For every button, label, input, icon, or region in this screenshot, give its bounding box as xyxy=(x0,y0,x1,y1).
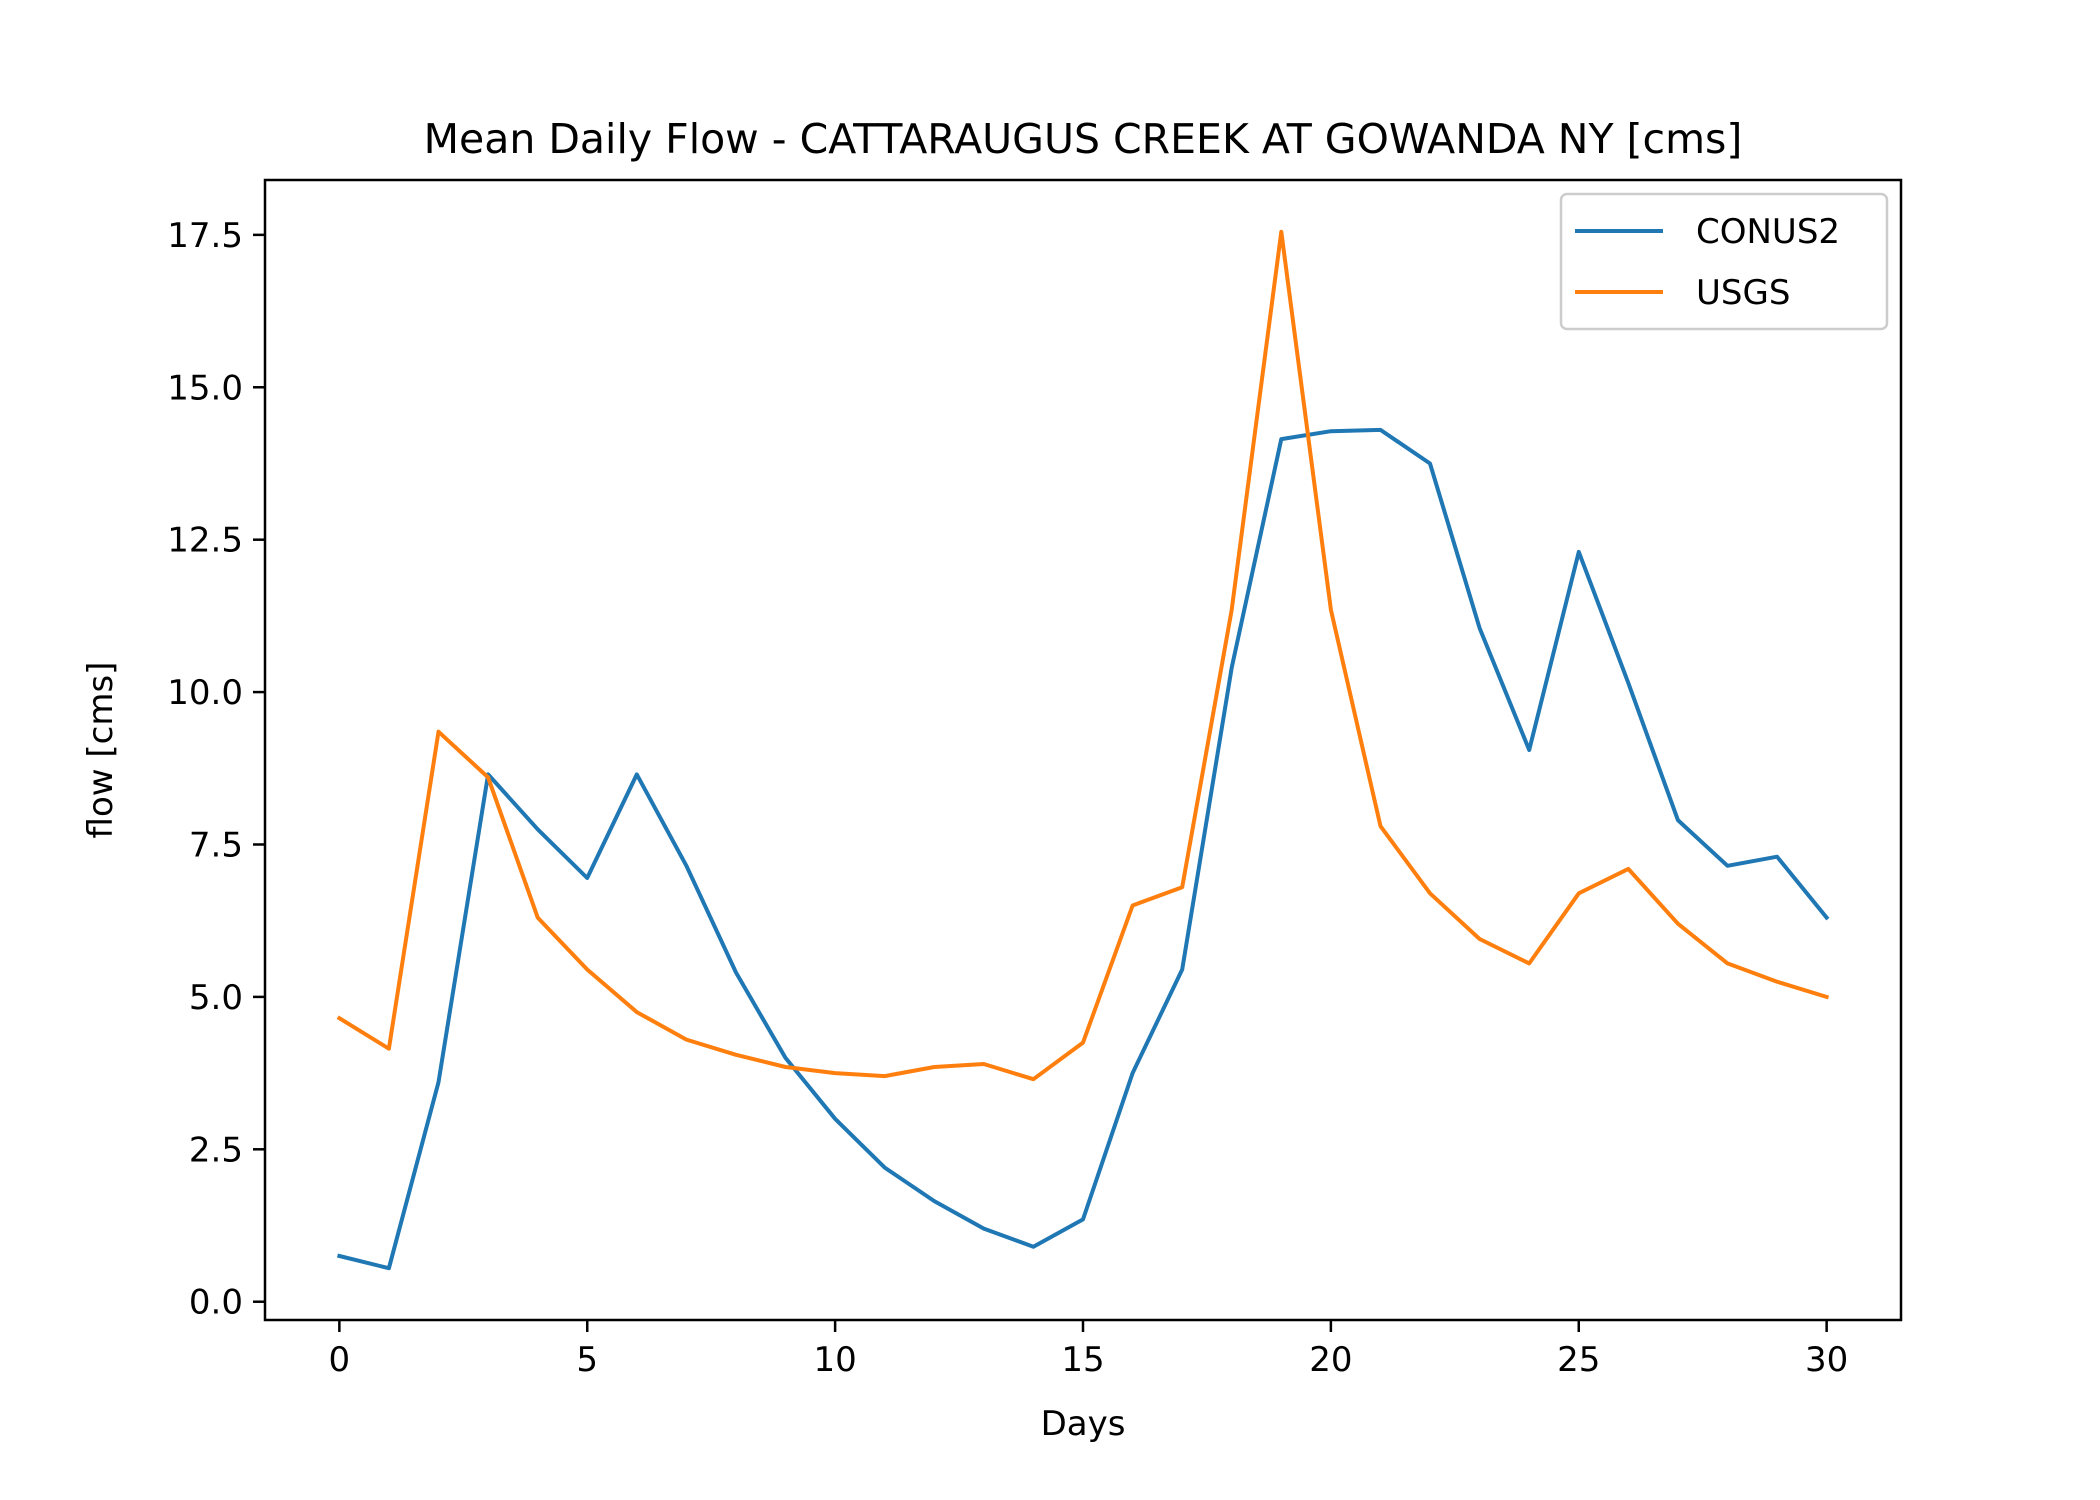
legend-label-usgs: USGS xyxy=(1696,273,1790,313)
y-axis: 0.0 2.5 5.0 7.5 10.0 12.5 15.0 17.5 xyxy=(167,216,265,1323)
y-tick-label: 15.0 xyxy=(167,368,243,408)
x-tick-label: 20 xyxy=(1309,1340,1352,1380)
y-tick-label: 0.0 xyxy=(189,1283,243,1323)
y-tick-label: 10.0 xyxy=(167,673,243,713)
x-tick-label: 10 xyxy=(813,1340,856,1380)
x-axis-label: Days xyxy=(1041,1404,1126,1444)
series-line-usgs xyxy=(336,229,1830,1082)
x-tick-label: 5 xyxy=(576,1340,598,1380)
y-tick-label: 12.5 xyxy=(167,521,243,561)
y-axis-label: flow [cms] xyxy=(81,662,121,839)
series-layer xyxy=(336,229,1830,1271)
legend: CONUS2 USGS xyxy=(1559,192,1889,331)
y-tick-label: 17.5 xyxy=(167,216,243,256)
x-tick-label: 25 xyxy=(1557,1340,1600,1380)
x-tick-label: 0 xyxy=(329,1340,351,1380)
chart-title: Mean Daily Flow - CATTARAUGUS CREEK AT G… xyxy=(424,115,1743,163)
legend-box xyxy=(1559,192,1889,331)
y-tick-label: 7.5 xyxy=(189,825,243,865)
x-tick-label: 15 xyxy=(1061,1340,1104,1380)
x-tick-label: 30 xyxy=(1805,1340,1848,1380)
y-tick-label: 5.0 xyxy=(189,978,243,1018)
series-line-conus2 xyxy=(336,427,1830,1271)
y-tick-label: 2.5 xyxy=(189,1130,243,1170)
x-axis: 0 5 10 15 20 25 30 xyxy=(329,1320,1848,1380)
legend-label-conus2: CONUS2 xyxy=(1696,212,1840,252)
